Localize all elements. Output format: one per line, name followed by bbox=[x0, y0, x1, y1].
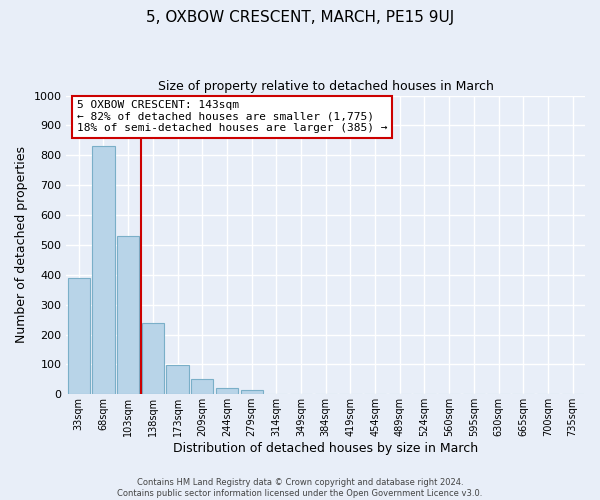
Bar bbox=[68, 278, 90, 394]
X-axis label: Distribution of detached houses by size in March: Distribution of detached houses by size … bbox=[173, 442, 478, 455]
Bar bbox=[241, 390, 263, 394]
Bar bbox=[117, 236, 139, 394]
Bar bbox=[92, 146, 115, 394]
Text: Contains HM Land Registry data © Crown copyright and database right 2024.
Contai: Contains HM Land Registry data © Crown c… bbox=[118, 478, 482, 498]
Title: Size of property relative to detached houses in March: Size of property relative to detached ho… bbox=[158, 80, 494, 93]
Bar bbox=[142, 322, 164, 394]
Text: 5, OXBOW CRESCENT, MARCH, PE15 9UJ: 5, OXBOW CRESCENT, MARCH, PE15 9UJ bbox=[146, 10, 454, 25]
Bar bbox=[191, 379, 214, 394]
Bar bbox=[216, 388, 238, 394]
Y-axis label: Number of detached properties: Number of detached properties bbox=[15, 146, 28, 344]
Bar bbox=[166, 366, 188, 394]
Text: 5 OXBOW CRESCENT: 143sqm
← 82% of detached houses are smaller (1,775)
18% of sem: 5 OXBOW CRESCENT: 143sqm ← 82% of detach… bbox=[77, 100, 387, 133]
